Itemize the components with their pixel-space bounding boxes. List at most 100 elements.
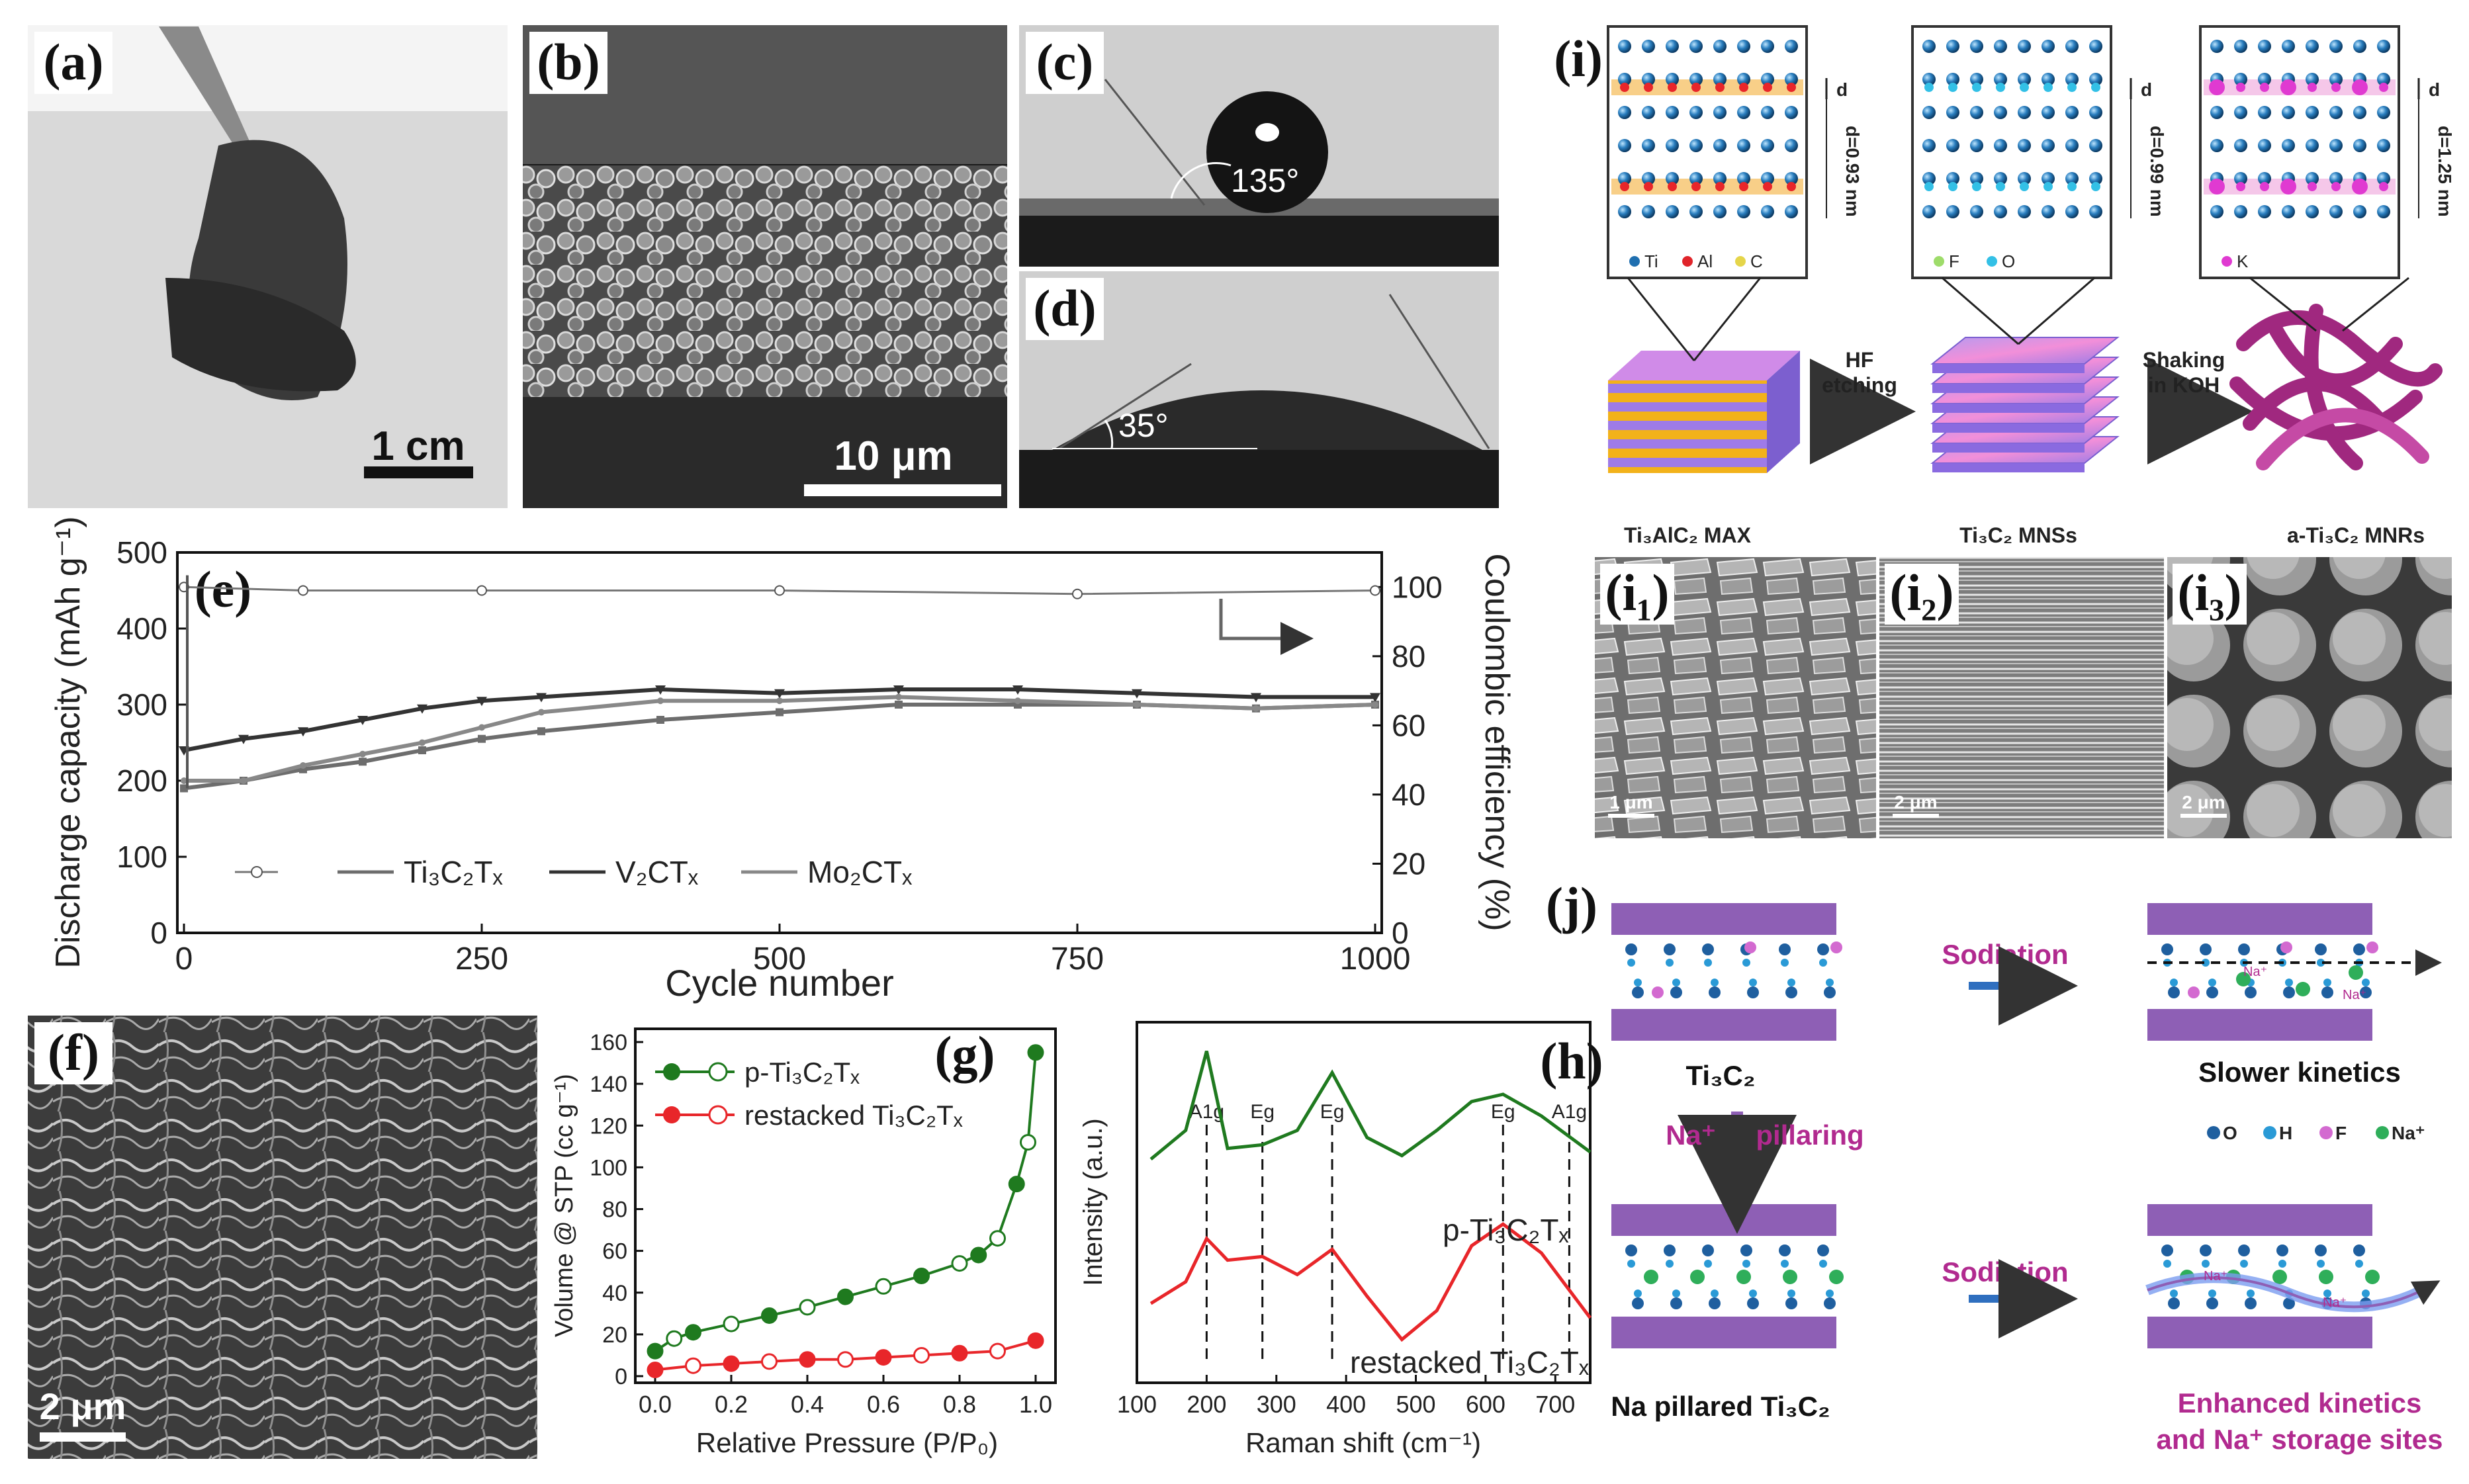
atom-ti (1737, 73, 1750, 86)
atom-ti (2018, 106, 2031, 119)
d-mark: d (2429, 79, 2440, 100)
ion-dot (2323, 1289, 2331, 1297)
atom-ti (2282, 106, 2295, 119)
atom-ti (1642, 40, 1655, 53)
atom-ti (1946, 73, 1959, 86)
e-ytick2-label: 40 (1392, 777, 1425, 812)
atom-ti (1946, 40, 1959, 53)
spacing-label: d=1.25 nm (2435, 126, 2455, 217)
g-point (913, 1346, 930, 1364)
atom-interlayer (1972, 182, 1981, 191)
e-point (776, 708, 784, 717)
atom-ti (2089, 205, 2102, 218)
h-series-line (1149, 1222, 1592, 1342)
e-point (476, 585, 487, 596)
ion-dot (1709, 986, 1721, 998)
g-ytick-label: 80 (602, 1198, 627, 1223)
atom-ti (1970, 106, 1983, 119)
legend-atom: F (1949, 251, 1959, 271)
ion-dot (2202, 959, 2210, 967)
legend-dot (1934, 256, 1944, 267)
atom-ti (1970, 40, 1983, 53)
atom-interlayer (2379, 83, 2388, 92)
e-point (1370, 585, 1380, 596)
na-small-1: Na⁺ (2243, 965, 2267, 979)
panel-b: (b) 10 μm (523, 25, 1007, 508)
g-point (837, 1351, 854, 1368)
ion-dot (1787, 979, 1795, 986)
atom-ti (2258, 172, 2271, 185)
atom-ti (1642, 205, 1655, 218)
e-point (536, 693, 547, 703)
e-point (1014, 697, 1021, 705)
mxene-slab (1611, 1009, 1836, 1041)
g-ytick-label: 20 (602, 1323, 627, 1348)
atom-ti (1946, 172, 1959, 185)
atom-ti (1713, 106, 1727, 119)
atom-ti (1618, 205, 1631, 218)
ion-dot (1740, 1244, 1752, 1256)
atom-ti (1922, 205, 1936, 218)
e-point (238, 734, 249, 744)
atom-ti (1666, 40, 1679, 53)
g-legend-marker (708, 1062, 728, 1082)
g-point (913, 1268, 930, 1284)
atom-ti (2306, 40, 2319, 53)
g-point (875, 1349, 892, 1366)
g-point (837, 1288, 854, 1305)
ion-dot (2278, 1260, 2286, 1268)
d-mark: d (2141, 79, 2152, 100)
g-point (723, 1355, 740, 1372)
e-ytick-label: 200 (116, 764, 167, 798)
e-point (1132, 689, 1142, 699)
ion-dot (1666, 1260, 1674, 1268)
e-point (776, 697, 783, 705)
atom-interlayer (2280, 179, 2296, 195)
atom-interlayer (2091, 83, 2100, 92)
e-point (418, 746, 426, 754)
e-ytick2-label: 100 (1392, 570, 1443, 604)
atom-ti (1761, 205, 1774, 218)
chart-h: (h) Intensity (a.u.) Raman shift (cm⁻¹) … (1079, 1021, 1603, 1458)
atom-ti (2234, 73, 2247, 86)
ion-dot (1747, 986, 1759, 998)
g-point (951, 1344, 968, 1362)
atom-ti (1713, 172, 1727, 185)
chart-e: (e) Discharge capacity (mAh g⁻¹) Coulomb… (49, 516, 1516, 1004)
ion-dot (1690, 1270, 1705, 1284)
e-point (1072, 588, 1083, 599)
j-legend-label: F (2335, 1123, 2347, 1143)
e-point (417, 704, 427, 714)
e-point (1370, 693, 1380, 703)
chart-h-frame (1136, 1021, 1592, 1384)
atom-interlayer (2260, 182, 2269, 191)
atom-ti (2329, 73, 2343, 86)
ion-dot (2362, 979, 2370, 986)
atom-ti (2042, 40, 2055, 53)
atom-ti (1689, 172, 1703, 185)
scale-bar-f (40, 1432, 126, 1442)
pillaring-na: Na⁺ (1666, 1119, 1716, 1151)
ion-dot (2161, 943, 2173, 955)
ion-dot (2202, 1260, 2210, 1268)
atom-ti (2353, 106, 2366, 119)
atom-ti (1737, 40, 1750, 53)
ion-dot (2362, 1289, 2370, 1297)
e-point (1251, 693, 1261, 703)
ion-dot (2272, 1270, 2287, 1284)
mxene-slab (1611, 1204, 1836, 1236)
scale-text-a: 1 cm (371, 423, 465, 469)
atom-ti (2065, 106, 2079, 119)
atom-ti (1761, 73, 1774, 86)
step2-line1: Shaking (2143, 348, 2225, 372)
ion-dot (1817, 943, 1829, 955)
sub-label-i: (i₁) (1605, 564, 1669, 621)
e-point (538, 709, 545, 716)
j-legend-dot (2376, 1126, 2389, 1139)
atom-interlayer (1996, 83, 2005, 92)
ion-dot (2315, 943, 2327, 955)
e-point (300, 762, 306, 769)
atom-ti (1713, 40, 1727, 53)
atom-interlayer (1948, 83, 1957, 92)
g-series-line (654, 1052, 1037, 1352)
